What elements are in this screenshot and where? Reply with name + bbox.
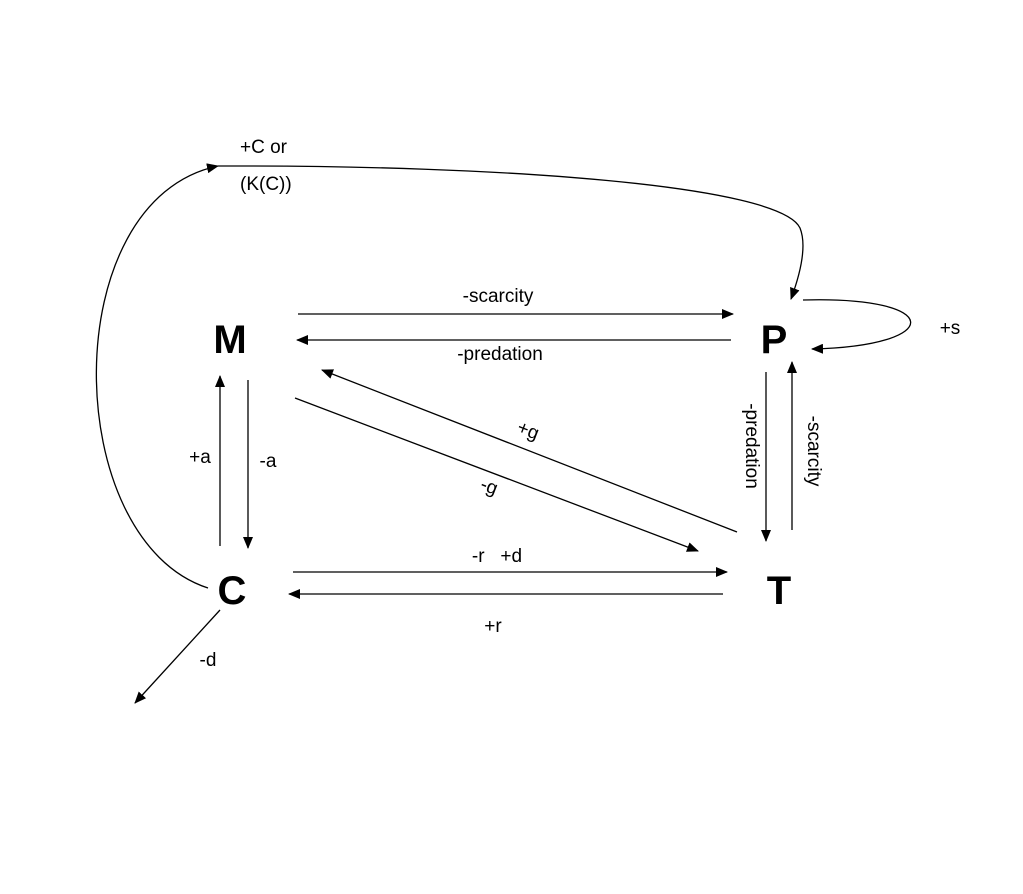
node-t: T [767, 569, 791, 613]
label-m-to-p: -scarcity [463, 286, 534, 307]
label-c-out: -d [200, 650, 217, 671]
label-t-to-m: +g [514, 417, 542, 444]
arrow-p-self-loop [803, 300, 911, 349]
node-c: C [218, 569, 247, 613]
label-m-to-c: -a [260, 451, 277, 472]
label-p-to-t: -predation [741, 403, 762, 489]
arrow-m-to-t [295, 398, 698, 551]
arrow-k-to-p [218, 166, 803, 299]
label-c-to-m: +a [189, 447, 211, 468]
arrow-c-to-k [96, 166, 218, 588]
label-c-to-p-line1: +C or [240, 137, 288, 158]
label-p-self-loop: +s [940, 318, 961, 339]
label-p-to-m: -predation [457, 344, 543, 365]
label-t-to-p: -scarcity [803, 416, 824, 487]
node-p: P [761, 318, 788, 362]
label-t-to-c: +r [484, 616, 502, 637]
node-m: M [213, 318, 246, 362]
label-c-to-t: -r +d [472, 546, 522, 567]
arrow-t-to-m [322, 370, 737, 532]
label-m-to-t: -g [477, 474, 500, 500]
label-c-to-p-line2: (K(C)) [240, 174, 292, 195]
